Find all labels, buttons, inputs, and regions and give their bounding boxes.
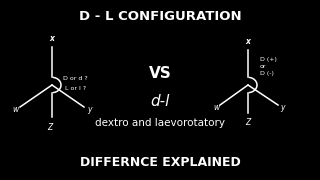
Text: w: w — [213, 103, 219, 112]
Text: DIFFERNCE EXPLAINED: DIFFERNCE EXPLAINED — [80, 156, 240, 168]
Text: dextro and laevorotatory: dextro and laevorotatory — [95, 118, 225, 128]
Text: VS: VS — [148, 66, 172, 80]
Text: x: x — [245, 37, 251, 46]
Text: w: w — [12, 105, 18, 114]
Text: Z: Z — [47, 123, 52, 132]
Text: y: y — [87, 105, 91, 114]
Text: y: y — [280, 103, 284, 112]
Text: Z: Z — [245, 118, 251, 127]
Text: x: x — [50, 34, 54, 43]
Text: d-l: d-l — [150, 94, 170, 109]
Text: D (+)
or
D (-): D (+) or D (-) — [260, 57, 277, 76]
Text: D or d ?: D or d ? — [63, 75, 88, 80]
Text: D - L CONFIGURATION: D - L CONFIGURATION — [79, 10, 241, 24]
Text: L or l ?: L or l ? — [65, 87, 86, 91]
